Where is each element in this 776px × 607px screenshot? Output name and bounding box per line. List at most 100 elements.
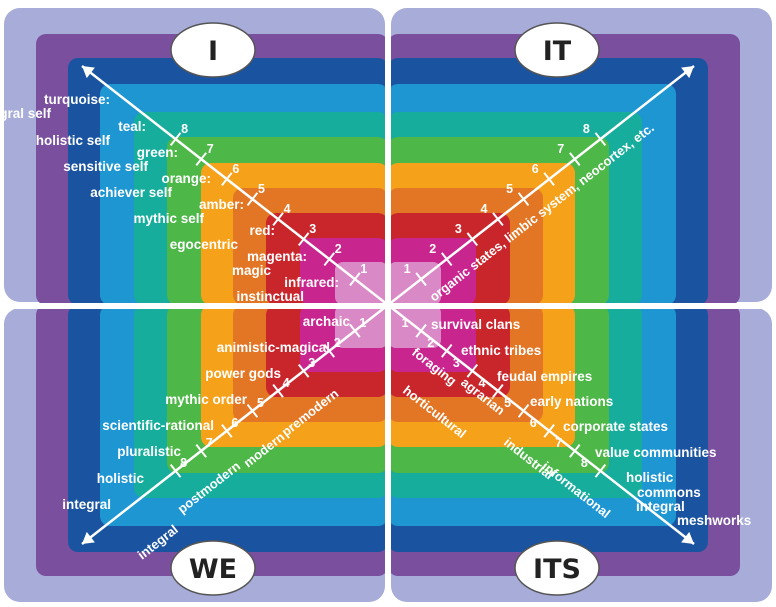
i-tick-1 bbox=[349, 272, 361, 287]
i-level-label: integral self bbox=[0, 106, 51, 121]
it-tick-1 bbox=[415, 272, 427, 287]
i-level-label: magic bbox=[232, 263, 272, 278]
its-tick-3 bbox=[466, 363, 479, 378]
i-tick-4 bbox=[272, 212, 284, 227]
its-level-label: holistic bbox=[626, 470, 674, 485]
we-tick-7 bbox=[195, 443, 207, 458]
i-level-number: 1 bbox=[360, 262, 367, 276]
its-level-label: survival clans bbox=[431, 317, 520, 332]
i-tick-5 bbox=[246, 192, 259, 207]
quadrant-title-we: WE bbox=[189, 554, 237, 585]
we-tick-4 bbox=[272, 383, 284, 398]
its-level-number: 2 bbox=[427, 336, 434, 350]
we-level-label: holistic bbox=[97, 471, 145, 486]
we-tick-8 bbox=[169, 463, 182, 478]
we-level-number: 8 bbox=[180, 456, 187, 470]
its-level-number: 4 bbox=[478, 376, 485, 390]
i-level-label: red: bbox=[249, 223, 275, 238]
we-level-label: archaic bbox=[303, 314, 351, 329]
we-level-label: power gods bbox=[205, 366, 281, 381]
its-tick-5 bbox=[517, 403, 530, 418]
its-tick-8 bbox=[594, 463, 607, 478]
it-tick-5 bbox=[517, 192, 530, 207]
we-level-number: 7 bbox=[206, 436, 213, 450]
it-level-number: 2 bbox=[429, 242, 436, 256]
its-level-label: commons bbox=[637, 485, 701, 500]
we-tick-1 bbox=[349, 323, 361, 338]
we-tick-6 bbox=[221, 423, 233, 438]
diagonal-axis-it-we bbox=[81, 65, 695, 545]
its-level-label: feudal empires bbox=[497, 369, 592, 384]
its-level-label: ethnic tribes bbox=[461, 343, 541, 358]
quadrant-i bbox=[4, 8, 388, 305]
it-level-number: 3 bbox=[455, 222, 462, 236]
it-tick-2 bbox=[441, 252, 453, 267]
it-level-number: 6 bbox=[532, 162, 539, 176]
i-level-label: instinctual bbox=[236, 289, 304, 304]
we-tick-3 bbox=[297, 363, 310, 378]
its-tick-6 bbox=[543, 423, 555, 438]
i-level-number: 6 bbox=[232, 162, 239, 176]
we-level-label: integral bbox=[62, 497, 111, 512]
i-level-label: egocentric bbox=[170, 237, 239, 252]
it-tick-8 bbox=[594, 132, 607, 147]
it-tick-7 bbox=[569, 152, 581, 167]
i-level-label: green: bbox=[137, 145, 178, 160]
its-level-label: value communities bbox=[595, 445, 717, 460]
we-level-number: 1 bbox=[359, 316, 366, 330]
i-level-number: 5 bbox=[258, 182, 265, 196]
i-level-label: amber: bbox=[199, 197, 244, 212]
quadrant-title-oval-it bbox=[514, 22, 600, 78]
we-level-number: 5 bbox=[257, 396, 264, 410]
i-level-label: mythic self bbox=[133, 211, 204, 226]
it-tick-3 bbox=[466, 232, 479, 247]
its-tick-1 bbox=[415, 323, 427, 338]
quadrant-title-oval-we bbox=[170, 540, 256, 596]
its-level-number: 1 bbox=[402, 316, 409, 330]
its-level-number: 5 bbox=[504, 396, 511, 410]
quadrant-title-its: ITS bbox=[533, 554, 581, 585]
i-tick-8 bbox=[169, 132, 182, 147]
its-level-number: 7 bbox=[555, 436, 562, 450]
it-level-number: 4 bbox=[480, 202, 487, 216]
we-level-number: 6 bbox=[231, 416, 238, 430]
we-tick-5 bbox=[246, 403, 259, 418]
its-tick-2 bbox=[441, 343, 453, 358]
i-level-number: 3 bbox=[309, 222, 316, 236]
i-level-label: infrared: bbox=[284, 275, 339, 290]
arrowhead-i bbox=[82, 66, 95, 79]
its-level-number: 8 bbox=[581, 456, 588, 470]
i-level-label: achiever self bbox=[90, 185, 172, 200]
i-tick-3 bbox=[297, 232, 310, 247]
we-tick-2 bbox=[323, 343, 335, 358]
it-level-number: 1 bbox=[404, 262, 411, 276]
i-level-label: sensitive self bbox=[63, 159, 148, 174]
quadrant-title-it: IT bbox=[543, 36, 572, 67]
i-tick-2 bbox=[323, 252, 335, 267]
quadrant-title-oval-its bbox=[514, 540, 600, 596]
quadrant-title-oval-i bbox=[170, 22, 256, 78]
it-tick-4 bbox=[492, 212, 504, 227]
its-level-label: integral bbox=[636, 499, 685, 514]
its-level-label: early nations bbox=[530, 394, 613, 409]
we-level-label: animistic-magical bbox=[217, 340, 330, 355]
it-level-number: 8 bbox=[583, 122, 590, 136]
i-level-label: orange: bbox=[161, 171, 211, 186]
i-level-number: 7 bbox=[207, 142, 214, 156]
we-level-label: pluralistic bbox=[117, 444, 181, 459]
we-level-label: scientific-rational bbox=[102, 418, 214, 433]
quadrant-title-i: I bbox=[208, 36, 218, 67]
arrowhead-it bbox=[681, 66, 694, 79]
i-tick-7 bbox=[195, 152, 207, 167]
its-tick-4 bbox=[492, 383, 504, 398]
i-level-number: 2 bbox=[335, 242, 342, 256]
we-level-number: 4 bbox=[283, 376, 290, 390]
we-level-number: 3 bbox=[308, 356, 315, 370]
i-level-label: holistic self bbox=[36, 133, 111, 148]
i-level-label: teal: bbox=[118, 119, 146, 134]
i-level-number: 8 bbox=[181, 122, 188, 136]
its-level-number: 3 bbox=[453, 356, 460, 370]
its-tick-7 bbox=[569, 443, 581, 458]
it-level-number: 5 bbox=[506, 182, 513, 196]
